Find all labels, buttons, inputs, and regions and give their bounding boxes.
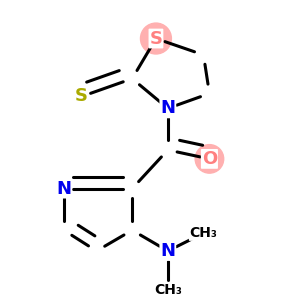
Text: S: S [149,29,162,47]
Text: CH₃: CH₃ [190,226,218,240]
Text: O: O [202,150,217,168]
Text: S: S [75,88,88,106]
Text: N: N [160,99,175,117]
Text: N: N [160,242,175,260]
Text: CH₃: CH₃ [154,283,182,297]
Circle shape [140,23,171,54]
Text: N: N [56,180,71,198]
Circle shape [195,145,224,173]
